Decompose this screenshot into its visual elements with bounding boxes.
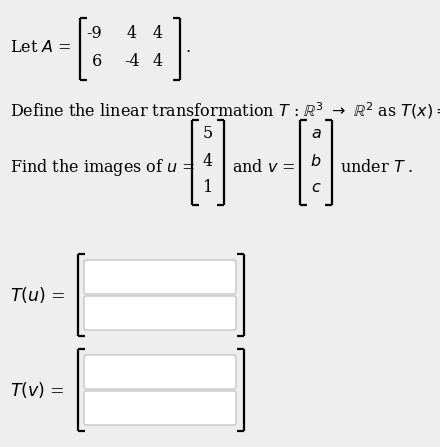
FancyBboxPatch shape	[84, 355, 236, 389]
FancyBboxPatch shape	[84, 296, 236, 330]
Text: $\mathit{T}(v)$ =: $\mathit{T}(v)$ =	[10, 380, 65, 400]
Text: 4: 4	[153, 54, 163, 71]
Text: $\mathit{a}$: $\mathit{a}$	[311, 126, 321, 143]
Text: 4: 4	[203, 152, 213, 169]
Text: and $\mathit{v}$ =: and $\mathit{v}$ =	[232, 160, 296, 177]
Text: -4: -4	[124, 54, 140, 71]
Text: Define the linear transformation $\mathit{T}$ : $\mathbb{R}^3$ $\rightarrow$ $\m: Define the linear transformation $\mathi…	[10, 100, 440, 121]
Text: under $\mathit{T}$ .: under $\mathit{T}$ .	[340, 160, 414, 177]
Text: Find the images of $\mathit{u}$ =: Find the images of $\mathit{u}$ =	[10, 157, 196, 178]
Text: $\mathit{b}$: $\mathit{b}$	[310, 152, 322, 169]
Text: 5: 5	[203, 126, 213, 143]
Text: $\mathit{T}(u)$ =: $\mathit{T}(u)$ =	[10, 285, 66, 305]
Text: -9: -9	[86, 25, 102, 42]
FancyBboxPatch shape	[84, 391, 236, 425]
Text: 4: 4	[153, 25, 163, 42]
Text: .: .	[185, 41, 190, 55]
Text: 4: 4	[127, 25, 137, 42]
FancyBboxPatch shape	[84, 260, 236, 294]
Text: $\mathit{c}$: $\mathit{c}$	[311, 180, 321, 197]
Text: Let $\mathit{A}$ =: Let $\mathit{A}$ =	[10, 39, 71, 56]
Text: 1: 1	[203, 180, 213, 197]
Text: 6: 6	[92, 54, 102, 71]
